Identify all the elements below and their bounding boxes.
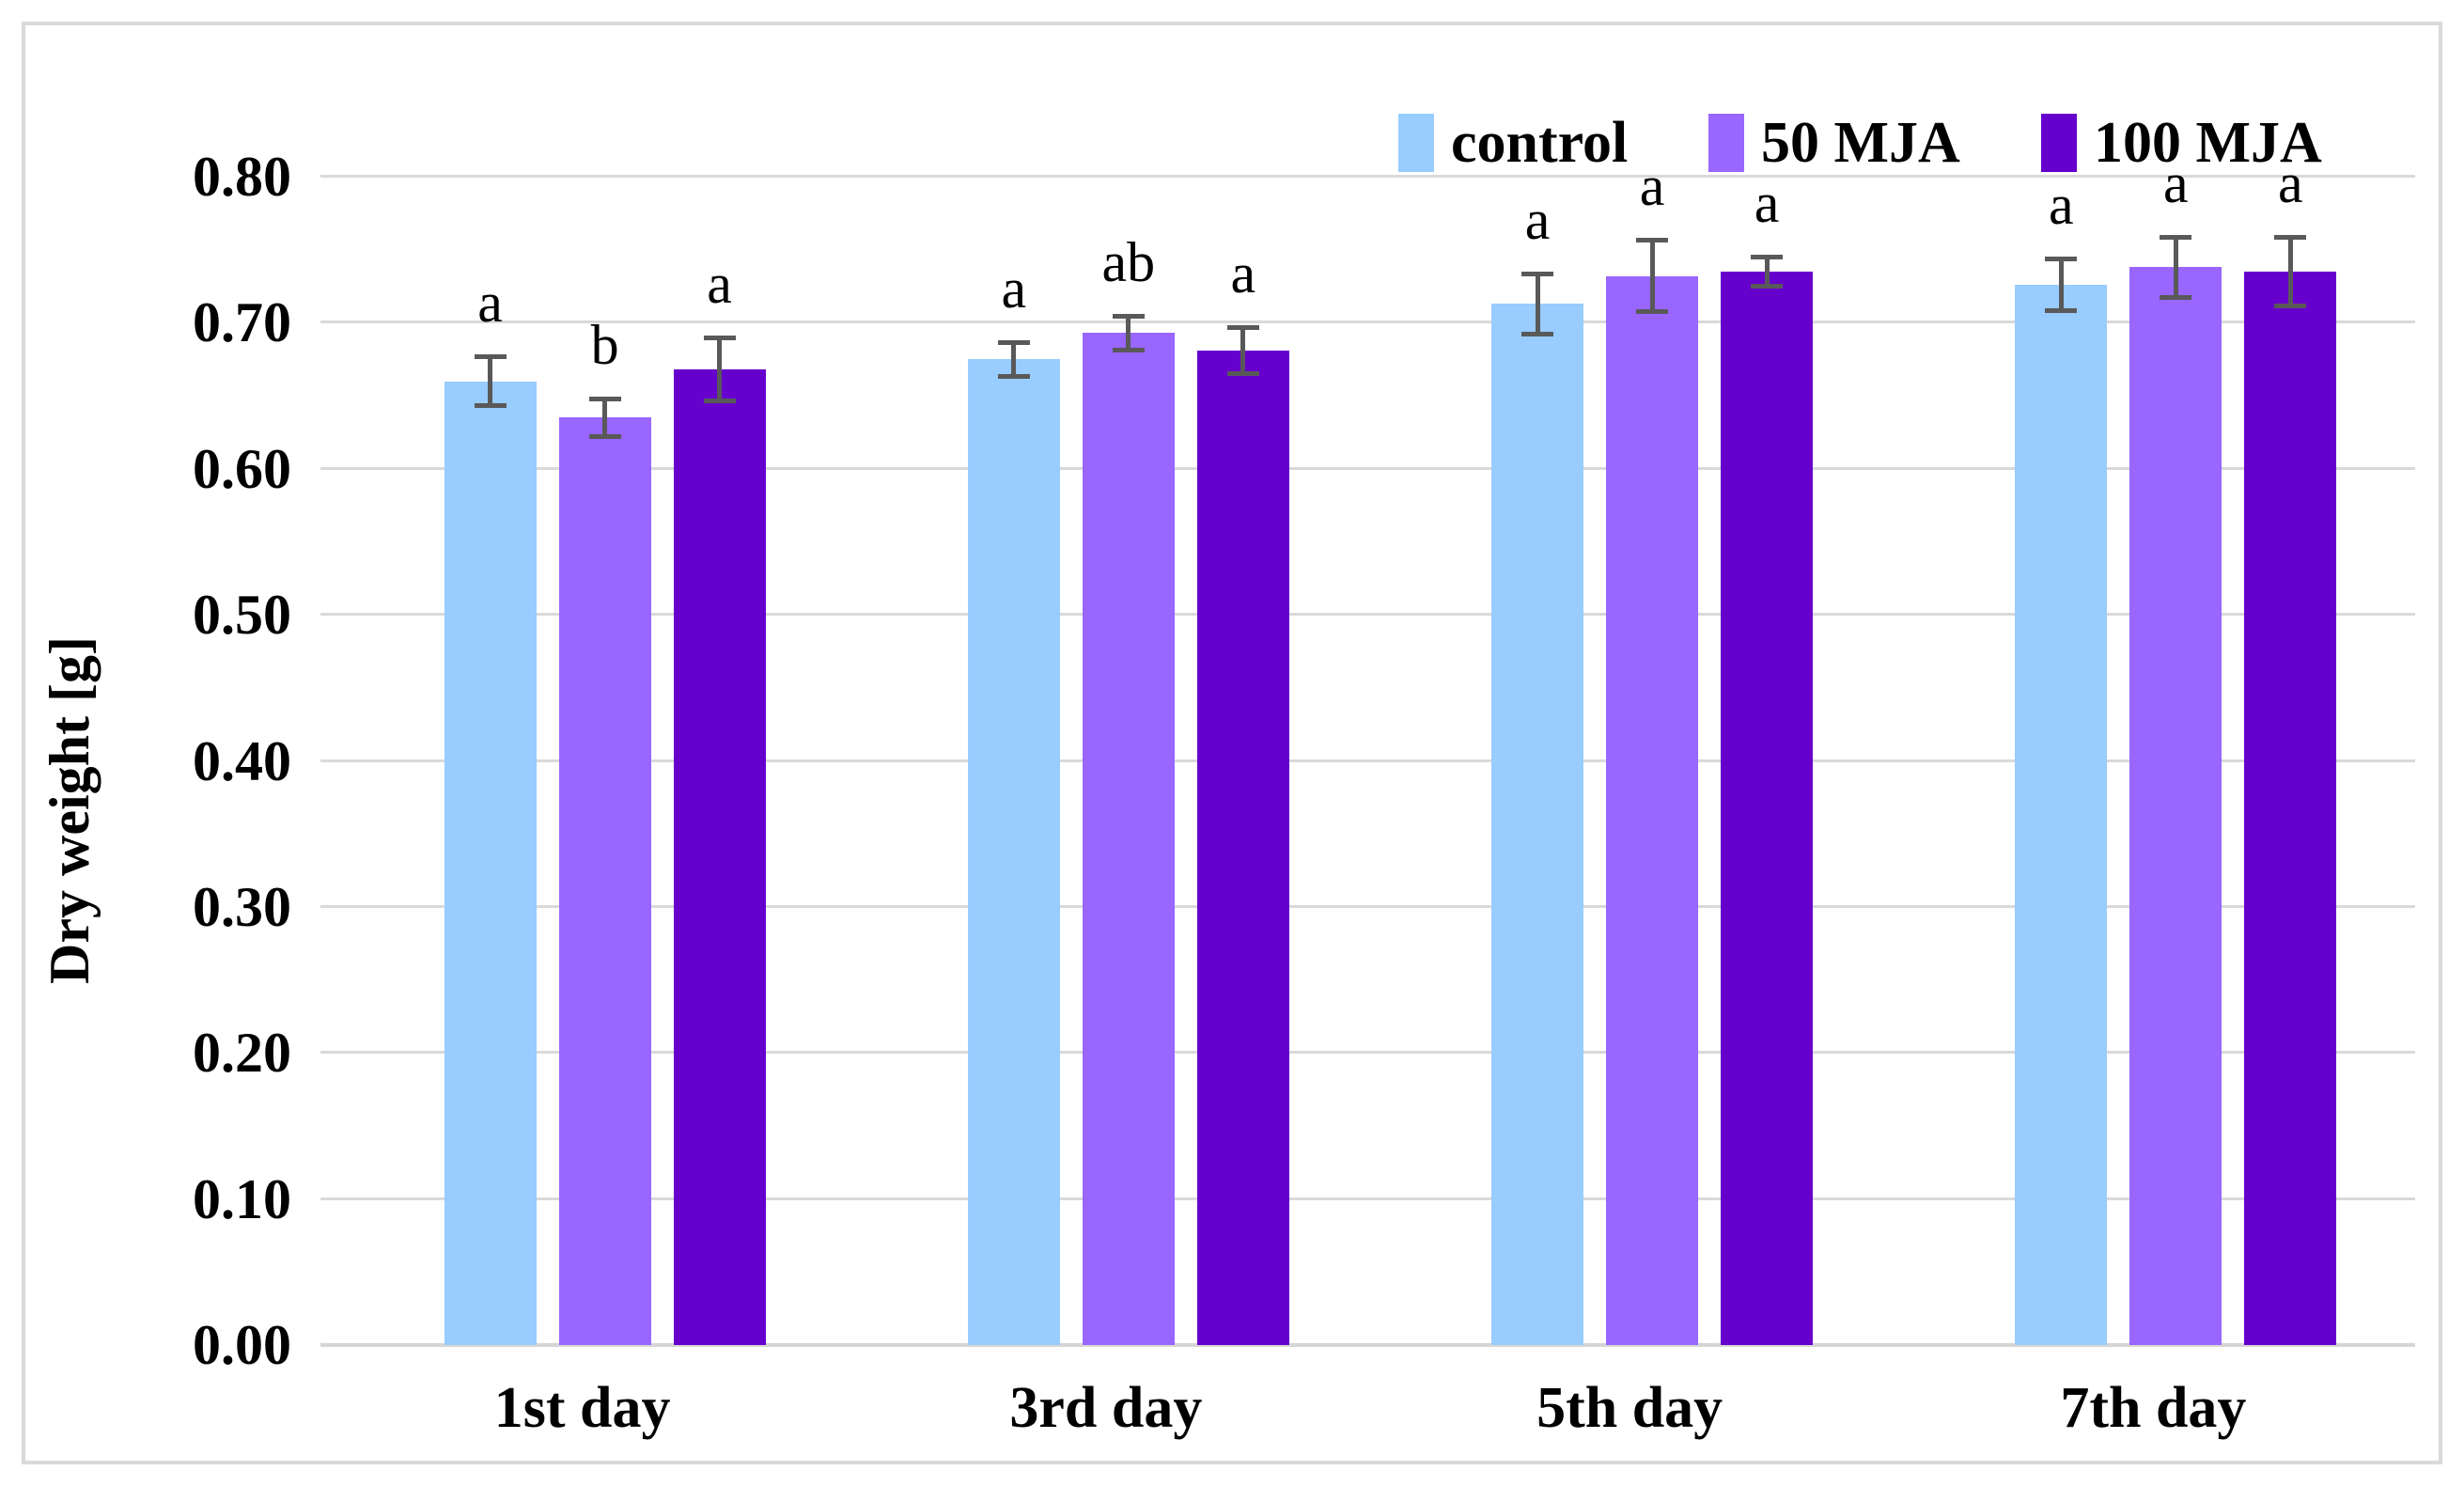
bar-control [1491, 304, 1584, 1345]
error-bar [2173, 236, 2178, 298]
bar-100-mja [1196, 350, 1289, 1345]
error-bar-cap-top [1636, 237, 1669, 242]
bar-50-mja [1606, 275, 1699, 1345]
gridline [320, 321, 2415, 324]
error-bar-cap-bottom [2160, 294, 2192, 300]
significance-letter: ab [1101, 230, 1156, 293]
error-bar-cap-bottom [1226, 370, 1259, 376]
legend-swatch-100-mja [2041, 114, 2077, 172]
bar-100-mja [2244, 271, 2337, 1345]
error-bar-cap-top [474, 354, 507, 360]
error-bar [2058, 258, 2064, 311]
gridline [320, 904, 2415, 908]
error-bar-cap-top [1226, 325, 1259, 331]
y-tick-label: 0.30 [193, 875, 291, 938]
gridline [320, 1051, 2415, 1055]
y-tick-label: 0.50 [193, 584, 291, 647]
bar-control [444, 381, 537, 1345]
significance-letter: a [1230, 242, 1256, 305]
x-category-label: 7th day [2060, 1376, 2247, 1440]
error-bar-cap-bottom [2274, 304, 2307, 309]
legend-label: 100 MJA [2094, 110, 2322, 175]
error-bar-cap-top [997, 339, 1030, 345]
legend-label: control [1451, 110, 1629, 175]
error-bar [1535, 273, 1540, 335]
gridline [320, 175, 2415, 178]
legend-item-control: control [1398, 96, 1628, 190]
error-bar [717, 336, 723, 402]
bar-control [967, 359, 1060, 1345]
legend-label: 50 MJA [1761, 110, 1960, 175]
gridline [320, 613, 2415, 617]
error-bar-cap-top [703, 335, 736, 340]
significance-letter: a [1524, 188, 1551, 251]
bar-50-mja [558, 417, 651, 1345]
y-tick-label: 0.40 [193, 729, 291, 792]
significance-letter: a [1001, 257, 1027, 320]
significance-letter: b [590, 314, 619, 377]
error-bar-cap-bottom [997, 373, 1030, 379]
significance-letter: a [477, 272, 503, 335]
y-tick-label: 0.60 [193, 437, 291, 500]
error-bar-cap-top [2045, 257, 2078, 261]
error-bar [2287, 236, 2293, 307]
error-bar-cap-bottom [1521, 331, 1554, 336]
bar-100-mja [1721, 271, 1814, 1345]
legend-item-100-mja: 100 MJA [2041, 96, 2322, 190]
error-bar [602, 399, 608, 437]
bar-control [2015, 284, 2108, 1345]
error-bar-cap-bottom [2045, 307, 2078, 313]
error-bar-cap-bottom [1112, 347, 1145, 352]
legend-item-50-mja: 50 MJA [1708, 96, 1960, 190]
y-tick-label: 0.70 [193, 291, 291, 354]
error-bar [1764, 257, 1770, 287]
error-bar-cap-top [588, 397, 621, 402]
error-bar-cap-top [1112, 313, 1145, 319]
significance-letter: a [1754, 172, 1780, 235]
gridline [320, 466, 2415, 470]
error-bar-cap-top [1521, 271, 1554, 276]
x-category-label: 1st day [493, 1376, 671, 1440]
bar-50-mja [2129, 267, 2222, 1345]
error-bar [1240, 327, 1246, 374]
significance-letter: a [2278, 151, 2303, 214]
x-category-label: 5th day [1536, 1376, 1723, 1440]
y-tick-label: 0.80 [193, 146, 291, 208]
significance-letter: a [1639, 154, 1665, 217]
gridline [320, 1197, 2415, 1200]
significance-letter: a [2049, 174, 2074, 236]
error-bar [1649, 239, 1655, 313]
error-bar-cap-top [1751, 255, 1784, 260]
y-tick-label: 0.10 [193, 1167, 291, 1230]
x-axis-line [320, 1343, 2415, 1347]
error-bar [1126, 315, 1131, 351]
gridline [320, 759, 2415, 762]
bar-50-mja [1082, 333, 1175, 1345]
error-bar-cap-bottom [703, 399, 736, 404]
x-category-label: 3rd day [1009, 1376, 1203, 1440]
significance-letter: a [2163, 151, 2189, 214]
error-bar-cap-bottom [588, 433, 621, 439]
error-bar-cap-top [2160, 234, 2192, 240]
error-bar-cap-bottom [1636, 309, 1669, 315]
error-bar [488, 356, 493, 406]
significance-letter: a [707, 252, 732, 315]
error-bar-cap-bottom [1751, 283, 1784, 289]
y-tick-label: 0.00 [193, 1314, 291, 1376]
legend-swatch-50-mja [1708, 114, 1744, 172]
figure-border: Dry weight [g] 0.00 0.10 0.20 0.30 0.40 0.50 0… [22, 22, 2442, 1464]
error-bar-cap-bottom [474, 402, 507, 408]
error-bar [1011, 341, 1017, 377]
y-tick-label: 0.20 [193, 1022, 291, 1085]
error-bar-cap-top [2274, 234, 2307, 240]
legend-swatch-control [1398, 114, 1434, 172]
bar-100-mja [673, 369, 766, 1345]
